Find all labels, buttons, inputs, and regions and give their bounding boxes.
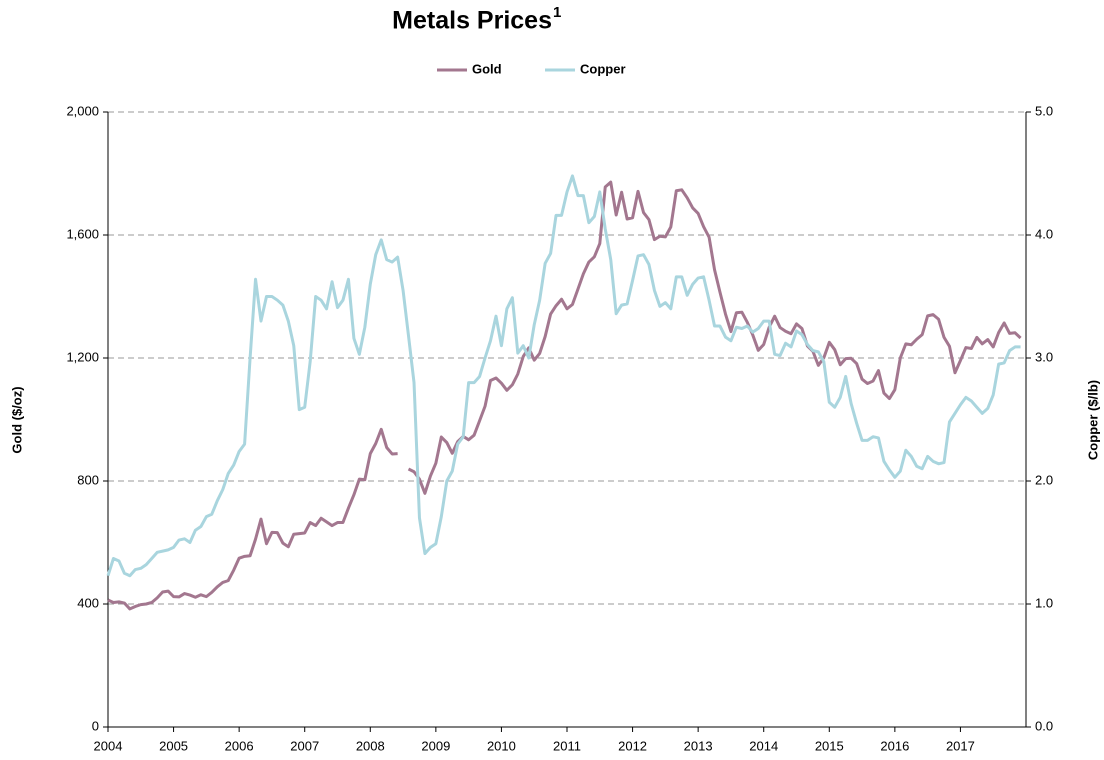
x-tick-label: 2005: [159, 738, 188, 753]
y2-tick-label: 5.0: [1035, 103, 1053, 118]
x-tick-label: 2012: [618, 738, 647, 753]
series-line: [106, 174, 1021, 578]
y2-tick-label: 0.0: [1035, 718, 1053, 733]
x-tick-label: 2011: [553, 738, 581, 753]
y-tick-label: 0: [92, 718, 99, 733]
y-tick-label: 800: [77, 472, 99, 487]
legend-label: Copper: [580, 61, 626, 76]
y2-tick-label: 3.0: [1035, 349, 1053, 364]
y2-tick-label: 1.0: [1035, 595, 1053, 610]
x-tick-label: 2013: [684, 738, 713, 753]
y-axis-label: Gold ($/oz): [9, 386, 24, 453]
y2-tick-label: 4.0: [1035, 226, 1053, 241]
x-tick-label: 2008: [356, 738, 385, 753]
x-tick-label: 2014: [749, 738, 778, 753]
x-tick-label: 2007: [290, 738, 319, 753]
y2-tick-label: 2.0: [1035, 472, 1053, 487]
x-tick-label: 2004: [94, 738, 123, 753]
series-line: [107, 180, 1022, 611]
legend-label: Gold: [472, 61, 502, 76]
x-tick-label: 2015: [815, 738, 844, 753]
y-tick-label: 2,000: [66, 103, 99, 118]
x-tick-label: 2006: [225, 738, 254, 753]
y-tick-label: 1,600: [66, 226, 99, 241]
x-tick-label: 2016: [880, 738, 909, 753]
y2-axis-label: Copper ($/lb): [1085, 380, 1100, 460]
chart-title-superscript: 1: [553, 4, 561, 21]
y-tick-label: 400: [77, 595, 99, 610]
chart-title: Metals Prices: [392, 7, 552, 35]
x-tick-label: 2010: [487, 738, 516, 753]
x-tick-label: 2009: [421, 738, 450, 753]
x-tick-label: 2017: [946, 738, 975, 753]
y-tick-label: 1,200: [66, 349, 99, 364]
